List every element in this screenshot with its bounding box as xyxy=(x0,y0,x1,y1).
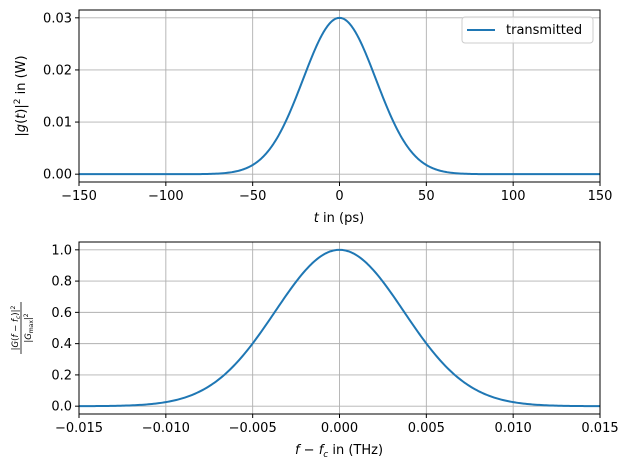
x-tick-label: 150 xyxy=(588,189,613,204)
frequency-domain-plot: −0.015 −0.010 −0.005 0.000 0.005 0.010 0.015 0… xyxy=(10,241,619,460)
time-series-transmitted xyxy=(79,16,600,176)
x-tick-label: 100 xyxy=(501,189,526,204)
time-domain-plot: −150 −100 −50 0 50 100 150 0.00 0.01 0.02 0.03 t … xyxy=(13,9,612,226)
time-y-axis-label: |g(t)|2 in (W) xyxy=(13,55,29,136)
y-tick-label: 0.0 xyxy=(51,400,72,415)
x-tick-label: −0.005 xyxy=(229,421,277,436)
y-tick-label: 0.02 xyxy=(43,63,72,78)
x-tick-label: −100 xyxy=(148,189,184,204)
freq-y-ticks: 0.0 0.2 0.4 0.6 0.8 1.0 xyxy=(51,243,79,415)
freq-x-axis-label: f − fc in (THz) xyxy=(295,443,383,460)
y-tick-label: 1.0 xyxy=(51,243,72,258)
legend-label: transmitted xyxy=(506,23,582,38)
freq-series-spectrum xyxy=(78,248,601,408)
legend: transmitted xyxy=(461,16,594,44)
svg-text:|Gmax|2: |Gmax|2 xyxy=(23,313,35,342)
data-line xyxy=(78,248,601,408)
x-tick-label: 0.010 xyxy=(495,421,532,436)
x-tick-label: 50 xyxy=(418,189,435,204)
legend-box xyxy=(461,16,594,44)
x-tick-label: 0.015 xyxy=(581,421,618,436)
freq-x-ticks: −0.015 −0.010 −0.005 0.000 0.005 0.010 0.015 xyxy=(55,414,619,436)
x-tick-label: −50 xyxy=(239,189,266,204)
x-tick-label: 0 xyxy=(335,189,343,204)
x-tick-label: −150 xyxy=(61,189,97,204)
y-tick-label: 0.2 xyxy=(51,368,72,383)
y-tick-label: 0.00 xyxy=(43,168,72,183)
y-tick-label: 0.03 xyxy=(43,11,72,26)
y-tick-label: 0.01 xyxy=(43,116,72,131)
time-x-axis-label: t in (ps) xyxy=(314,211,364,226)
x-tick-label: 0.005 xyxy=(408,421,445,436)
x-tick-label: −0.015 xyxy=(55,421,103,436)
y-tick-label: 0.8 xyxy=(51,275,72,290)
x-tick-label: 0.000 xyxy=(321,421,358,436)
time-y-ticks: 0.00 0.01 0.02 0.03 xyxy=(43,11,79,183)
x-tick-label: −0.010 xyxy=(142,421,190,436)
svg-text:|G(f − fc)|2: |G(f − fc)|2 xyxy=(10,306,22,351)
data-line xyxy=(79,16,600,176)
y-tick-label: 0.6 xyxy=(51,306,72,321)
time-x-ticks: −150 −100 −50 0 50 100 150 xyxy=(61,182,612,204)
y-tick-label: 0.4 xyxy=(51,337,72,352)
